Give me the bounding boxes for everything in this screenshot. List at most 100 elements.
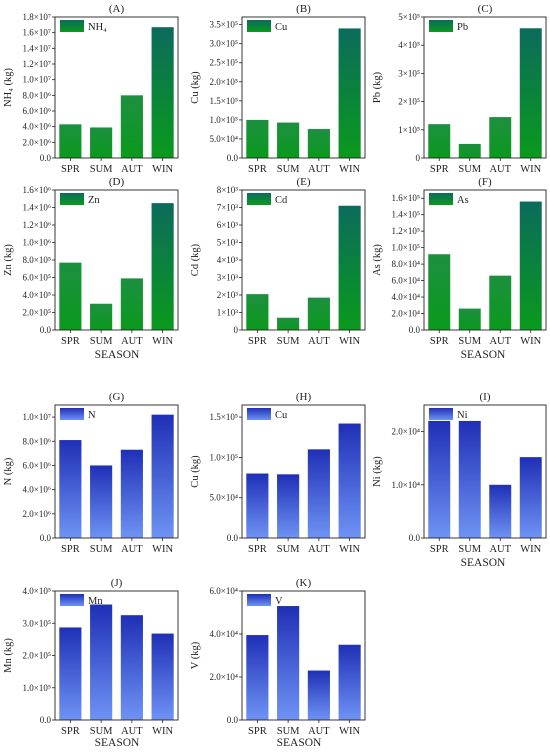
chart-panel-b: (B) SPR SUM AUT WIN 0.0 5.0×10⁴ 1.0×10⁵ 1.5×10⁵ 2…: [190, 3, 366, 175]
legend-swatch: [429, 20, 453, 32]
y-tick-label: 4.0×10⁶: [23, 485, 51, 495]
y-tick-label: 3×10⁵: [398, 68, 420, 78]
y-axis-title: Ni (kg): [372, 456, 383, 487]
x-tick-label: SPR: [430, 544, 449, 555]
legend-label: Cu: [275, 22, 288, 33]
y-tick-label: 4.0×10⁴: [392, 292, 420, 302]
y-tick-label: 2.0×10⁵: [210, 77, 238, 87]
y-tick-label: 2.0×10⁴: [392, 309, 420, 319]
x-tick-label: SPR: [248, 726, 267, 737]
x-tick-label: WIN: [339, 544, 360, 555]
x-tick-label: AUT: [308, 336, 330, 347]
bar-aut: [489, 117, 512, 158]
panel-label: (G): [109, 391, 125, 403]
y-tick-label: 1.8×10⁷: [23, 12, 51, 22]
legend-swatch: [247, 594, 271, 606]
y-tick-label: 0.0: [227, 153, 239, 163]
bar-win: [519, 201, 542, 330]
y-axis-title: V (kg): [190, 641, 201, 669]
bar-win: [338, 28, 361, 159]
y-tick-label: 1.0×10⁵: [210, 115, 238, 125]
plot-frame: [54, 404, 179, 539]
y-tick-label: 1.0×10⁴: [392, 480, 420, 490]
y-tick-label: 4.0×10⁶: [23, 122, 51, 132]
chart-panel-f: (F) SPR SUM AUT WIN 0.0 2.0×10⁴ 4.0×10⁴ 6.0×10⁴ 8…: [372, 176, 547, 347]
bar-sum: [90, 465, 113, 538]
x-tick-label: WIN: [520, 164, 541, 175]
x-tick-label: SUM: [277, 544, 300, 555]
panel-label: (B): [296, 3, 311, 15]
bar-sum: [277, 317, 300, 330]
x-tick-label: AUT: [489, 336, 511, 347]
legend-label: Zn: [88, 195, 100, 206]
y-axis-title: Cu (kg): [190, 455, 201, 488]
x-tick-label: SUM: [458, 544, 481, 555]
x-tick-label: WIN: [152, 544, 173, 555]
y-tick-label: 4×10³: [217, 255, 239, 265]
x-tick-label: SUM: [90, 726, 113, 737]
chart-panel-h: (H) SPR SUM AUT WIN 0.0 5.0×10⁴ 1.0×10⁵ 1.5×10⁵ C…: [190, 391, 366, 555]
plot-frame: [241, 590, 366, 721]
x-tick-label: WIN: [339, 336, 360, 347]
bar-spr: [246, 294, 269, 331]
panel-label: (J): [111, 577, 123, 589]
y-tick-label: 0.0: [40, 153, 52, 163]
bar-aut: [307, 449, 330, 538]
bar-win: [151, 414, 174, 538]
x-tick-label: AUT: [308, 164, 330, 175]
y-tick-label: 1.0×10⁷: [23, 412, 51, 422]
y-tick-label: 6.0×10⁶: [23, 106, 51, 116]
y-tick-label: 1.4×10⁷: [23, 43, 51, 53]
legend-label: N: [88, 410, 96, 421]
bar-sum: [458, 143, 481, 158]
bar-win: [151, 203, 174, 331]
y-tick-label: 4×10⁵: [398, 40, 420, 50]
y-axis-title: Zn (kg): [3, 244, 14, 276]
legend-swatch: [60, 20, 84, 32]
bar-win: [519, 28, 542, 159]
y-tick-label: 8.0×10⁶: [23, 90, 51, 100]
bar-aut: [120, 95, 143, 158]
x-title-row4-left: SEASON: [95, 737, 140, 749]
x-tick-label: SPR: [248, 164, 267, 175]
x-tick-label: SUM: [90, 164, 113, 175]
x-tick-label: SPR: [430, 164, 449, 175]
y-tick-label: 1.0×10⁷: [23, 75, 51, 85]
panel-label: (E): [296, 176, 310, 188]
legend-swatch: [429, 408, 453, 420]
y-tick-label: 4.0×10⁵: [23, 290, 51, 300]
x-tick-label: SUM: [458, 164, 481, 175]
y-tick-label: 6.0×10⁴: [392, 276, 420, 286]
x-tick-label: WIN: [152, 336, 173, 347]
y-tick-label: 1.0×10⁵: [23, 683, 51, 693]
y-axis-title: Mn (kg): [3, 638, 14, 673]
y-tick-label: 2.0×10⁶: [23, 509, 51, 519]
x-tick-label: AUT: [308, 726, 330, 737]
y-axis-title: N (kg): [3, 457, 14, 485]
bar-spr: [59, 627, 82, 720]
x-tick-label: SPR: [61, 544, 80, 555]
y-tick-label: 0: [234, 325, 239, 335]
x-title-row1: SEASON: [95, 349, 140, 361]
y-tick-label: 2.0×10⁵: [23, 308, 51, 318]
bar-sum: [277, 606, 300, 720]
legend-label: V: [275, 596, 283, 607]
bar-spr: [59, 440, 82, 538]
plot-frame: [241, 189, 366, 331]
bar-win: [338, 423, 361, 538]
chart-panel-j: (J) SPR SUM AUT WIN 0.0 1.0×10⁵ 2.0×10⁵ 3.0×10⁵ 4…: [3, 577, 179, 737]
chart-panel-e: (E) SPR SUM AUT WIN 0 1×10³ 2×10³ 3×10³ 4×10³ 5×10…: [190, 176, 366, 347]
legend-swatch: [247, 193, 271, 205]
y-tick-label: 3×10³: [217, 273, 239, 283]
bar-sum: [90, 604, 113, 720]
x-title-row4-right: SEASON: [277, 737, 322, 749]
y-tick-label: 1.6×10⁶: [23, 185, 51, 195]
chart-panel-i: (I) SPR SUM AUT WIN 0.0 1.0×10⁴ 2.0×10⁴ Ni (kg) N…: [372, 391, 547, 555]
bar-spr: [246, 635, 269, 720]
y-tick-label: 1.4×10⁵: [392, 210, 420, 220]
y-tick-label: 2.0×10⁴: [392, 427, 420, 437]
chart-panel-a: (A) SPR SUM AUT WIN 0.0 2.0×10⁶ 4.0×10⁶ 6.0×10⁶ 8…: [3, 3, 179, 175]
panel-label: (D): [109, 176, 125, 188]
bar-spr: [246, 119, 269, 158]
